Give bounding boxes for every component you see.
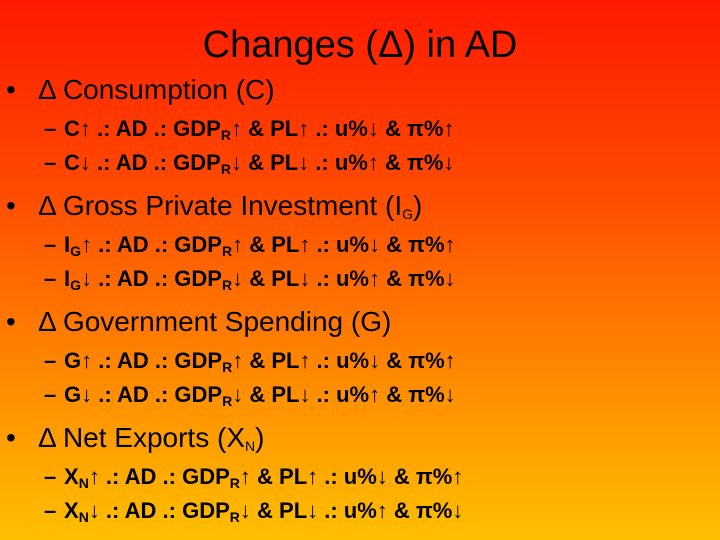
sub-line: – C↑ .: AD .: GDPR↑ & PL↑ .: u%↓ & π%↑ [44,112,454,146]
sub-marker: – [44,150,57,175]
sub-marker: – [44,382,57,407]
heading-text: Δ Gross Private Investment (I [38,190,403,221]
sub-line: – C↓ .: AD .: GDPR↓ & PL↓ .: u%↑ & π%↓ [44,146,454,180]
effect-chain: ↓ .: AD .: GDP [81,382,223,407]
gdp-subscript: R [221,243,233,259]
variable: X [64,498,79,523]
gdp-subscript: R [220,127,231,143]
effect-chain: ↑ .: AD .: GDP [79,116,221,141]
variable-subscript: G [70,277,82,293]
bullet-marker: • [6,306,16,337]
variable-subscript: G [70,243,82,259]
effect-result: ↑ & PL↑ .: u%↓ & π%↑ [232,348,456,373]
variable-subscript: N [78,509,89,525]
variable: G [64,348,82,373]
variable: C [64,116,80,141]
effect-chain: ↑ .: AD .: GDP [88,464,230,489]
effect-result: ↓ & PL↓ .: u%↑ & π%↓ [232,382,456,407]
gdp-subscript: R [220,161,231,177]
bullet-heading: • Δ Consumption (C) [6,70,275,110]
heading-subscript: G [402,206,414,222]
bullet-heading: • Δ Government Spending (G) [6,302,391,342]
sub-line: – XN↑ .: AD .: GDPR↑ & PL↑ .: u%↓ & π%↑ [44,460,463,494]
heading-close: ) [413,190,423,221]
sub-line: – IG↑ .: AD .: GDPR↑ & PL↑ .: u%↓ & π%↑ [44,228,456,262]
heading-text: Δ Net Exports (X [38,422,245,453]
heading-text: Δ Government Spending (G) [38,306,392,337]
variable: C [64,150,80,175]
bullet-marker: • [6,190,16,221]
effect-result: ↑ & PL↑ .: u%↓ & π%↑ [230,116,455,141]
effect-result: ↑ & PL↑ .: u%↓ & π%↑ [239,464,464,489]
gdp-subscript: R [229,509,240,525]
effect-chain: ↓ .: AD .: GDP [81,266,222,291]
bullet-heading: • Δ Gross Private Investment (IG) [6,186,422,226]
variable: I [64,266,71,291]
sub-line: – XN↓ .: AD .: GDPR↓ & PL↓ .: u%↑ & π%↓ [44,494,463,528]
sub-marker: – [44,348,57,373]
bullet-heading: • Δ Net Exports (XN) [6,418,264,458]
sub-marker: – [44,498,57,523]
effect-result: ↓ & PL↓ .: u%↑ & π%↓ [232,266,456,291]
effect-chain: ↑ .: AD .: GDP [81,232,222,257]
variable: X [64,464,79,489]
effect-chain: ↑ .: AD .: GDP [81,348,223,373]
effect-result: ↓ & PL↓ .: u%↑ & π%↓ [230,150,455,175]
sub-line: – G↓ .: AD .: GDPR↓ & PL↓ .: u%↑ & π%↓ [44,378,456,412]
sub-line: – IG↓ .: AD .: GDPR↓ & PL↓ .: u%↑ & π%↓ [44,262,456,296]
variable-subscript: N [78,475,89,491]
sub-line: – G↑ .: AD .: GDPR↑ & PL↑ .: u%↓ & π%↑ [44,344,456,378]
gdp-subscript: R [222,359,233,375]
variable: I [64,232,71,257]
slide-title: Changes (Δ) in AD [202,24,518,66]
bullet-marker: • [6,74,16,105]
gdp-subscript: R [222,393,233,409]
gdp-subscript: R [221,277,233,293]
heading-subscript: N [245,438,256,454]
heading-close: ) [255,422,265,453]
bullet-marker: • [6,422,16,453]
effect-result: ↓ & PL↓ .: u%↑ & π%↓ [239,498,464,523]
gdp-subscript: R [229,475,240,491]
sub-marker: – [44,232,57,257]
effect-chain: ↓ .: AD .: GDP [88,498,230,523]
sub-marker: – [44,464,57,489]
sub-marker: – [44,116,57,141]
effect-result: ↑ & PL↑ .: u%↓ & π%↑ [232,232,456,257]
effect-chain: ↓ .: AD .: GDP [79,150,221,175]
variable: G [64,382,82,407]
sub-marker: – [44,266,57,291]
heading-text: Δ Consumption (C) [38,74,275,105]
